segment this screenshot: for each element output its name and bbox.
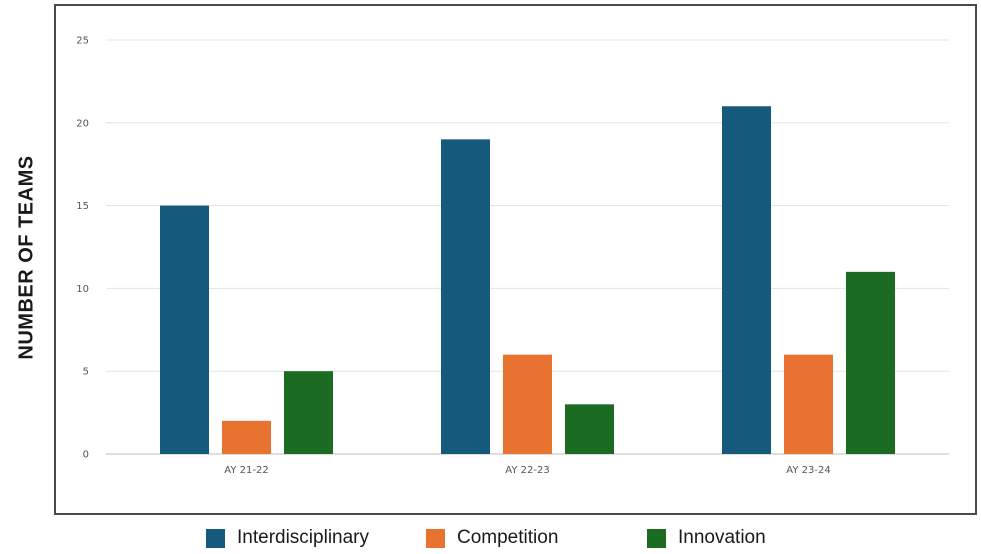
bar-competition-1 (222, 420, 271, 454)
y-tick-label-10: 10 (76, 284, 89, 295)
legend-item-interdisciplinary: Interdisciplinary (206, 527, 369, 549)
bar-interdisciplinary-1 (160, 205, 209, 454)
legend-item-competition: Competition (426, 527, 558, 549)
bar-competition-3 (784, 354, 833, 454)
legend-item-innovation: Innovation (647, 527, 766, 549)
bar-competition-2 (503, 354, 552, 454)
y-tick-label-0: 0 (83, 450, 89, 461)
x-tick-label-1: AY 21-22 (224, 465, 268, 476)
chart-frame: 0 5 10 15 20 25 AY 21-22 AY 22-23 AY 23-24 (54, 4, 977, 515)
legend-label-innovation: Innovation (678, 527, 766, 548)
bar-innovation-3 (846, 271, 895, 454)
y-axis-label: NUMBER OF TEAMS (15, 155, 38, 360)
plot-area: 0 5 10 15 20 25 AY 21-22 AY 22-23 AY 23-24 (76, 36, 949, 476)
y-axis-label-container: NUMBER OF TEAMS (2, 0, 52, 515)
legend-swatch-innovation (647, 528, 666, 548)
legend-label-interdisciplinary: Interdisciplinary (237, 527, 369, 548)
legend-label-competition: Competition (457, 527, 559, 548)
legend-swatch-interdisciplinary (206, 528, 225, 548)
y-tick-label-25: 25 (76, 36, 89, 47)
x-tick-label-3: AY 23-24 (786, 465, 830, 476)
bar-innovation-1 (284, 371, 333, 454)
legend-swatch-competition (426, 528, 445, 548)
bar-interdisciplinary-3 (722, 106, 771, 455)
y-tick-label-15: 15 (76, 201, 89, 212)
bar-innovation-2 (565, 404, 614, 454)
y-tick-label-20: 20 (76, 118, 89, 129)
legend: Interdisciplinary Competition Innovation (0, 524, 981, 554)
bar-interdisciplinary-2 (441, 139, 490, 455)
y-tick-label-5: 5 (83, 367, 89, 378)
x-tick-label-2: AY 22-23 (505, 465, 549, 476)
